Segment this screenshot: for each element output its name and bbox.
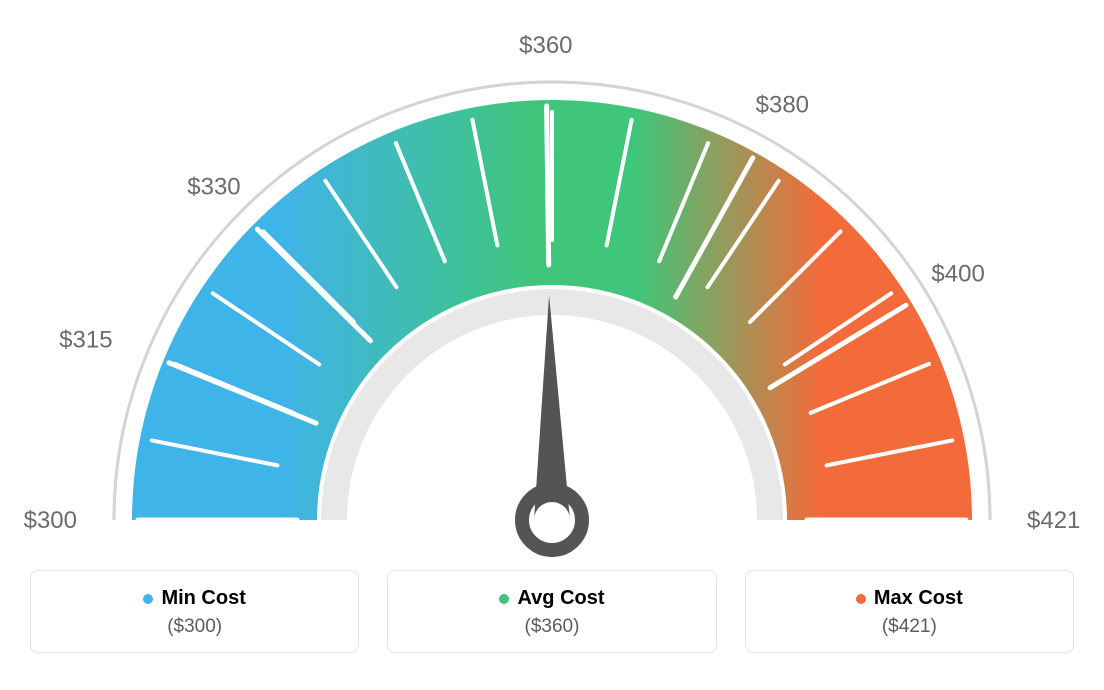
gauge-svg: $300 $315 $330 $360 $380 $400 $421 [0,0,1104,560]
gauge-tick-label: $315 [59,327,112,354]
legend-card-min: Min Cost ($300) [30,570,359,653]
legend-title-min: Min Cost [143,587,245,610]
legend-value-max: ($421) [882,616,937,638]
legend-title-avg: Avg Cost [499,587,604,610]
legend-label-min: Min Cost [161,587,245,610]
legend-card-avg: Avg Cost ($360) [387,570,716,653]
gauge-tick-label: $300 [24,507,77,534]
dot-max-icon [856,594,866,604]
legend-label-max: Max Cost [874,587,963,610]
legend-value-min: ($300) [167,616,222,638]
legend-label-avg: Avg Cost [517,587,604,610]
legend-card-max: Max Cost ($421) [745,570,1074,653]
dot-min-icon [143,594,153,604]
gauge-tick-label: $330 [187,173,240,200]
legend-title-max: Max Cost [856,587,963,610]
gauge-tick-label: $380 [756,92,809,119]
legend-value-avg: ($360) [525,616,580,638]
gauge-tick-label: $360 [519,32,572,59]
legend-row: Min Cost ($300) Avg Cost ($360) Max Cost… [0,570,1104,653]
gauge-tick-label: $400 [931,261,984,288]
dot-avg-icon [499,594,509,604]
gauge-tick-label: $421 [1027,507,1080,534]
gauge-chart: $300 $315 $330 $360 $380 $400 $421 [0,0,1104,560]
